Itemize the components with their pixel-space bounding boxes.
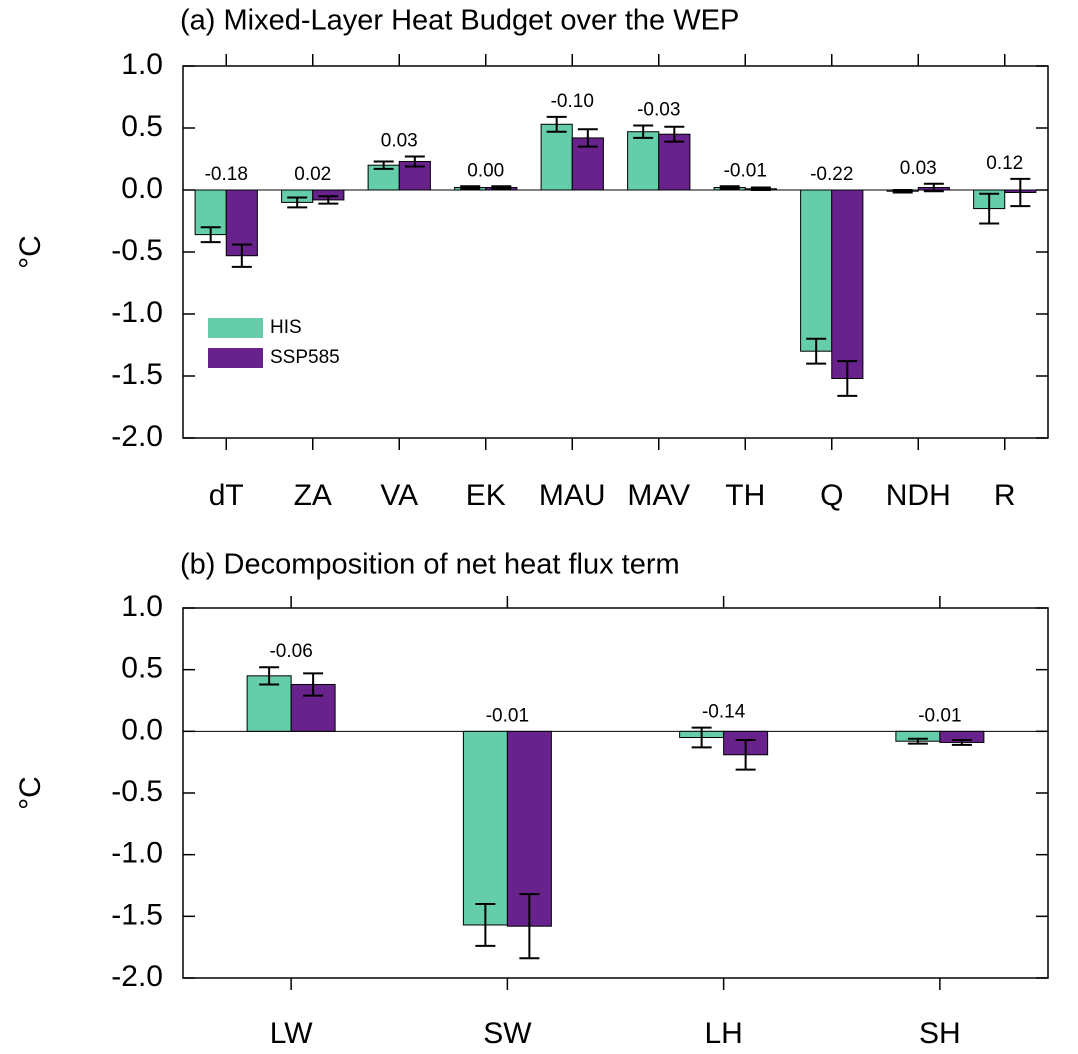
x-tick-label: ZA <box>294 479 332 512</box>
x-tick-label: LH <box>704 1017 742 1050</box>
y-axis-label: °C <box>14 235 47 269</box>
y-tick-label: -0.5 <box>111 234 163 267</box>
difference-label: -0.01 <box>724 160 767 181</box>
x-tick-label: SW <box>483 1017 532 1050</box>
difference-label: -0.22 <box>810 164 853 185</box>
plot-frame <box>182 65 1049 439</box>
difference-label: 0.03 <box>381 131 418 152</box>
x-tick-label: SH <box>919 1017 961 1050</box>
x-tick-label: R <box>994 479 1016 512</box>
x-tick-label: MAV <box>627 479 690 512</box>
error-bar <box>519 893 540 960</box>
error-bar <box>287 196 308 209</box>
bar <box>627 131 660 191</box>
y-axis-label: °C <box>14 776 47 810</box>
y-tick-label: -1.0 <box>111 296 163 329</box>
error-bar <box>373 160 394 170</box>
difference-label: -0.14 <box>702 702 746 723</box>
error-bar <box>404 155 425 168</box>
legend-swatch <box>208 348 263 368</box>
difference-label: 0.00 <box>467 160 504 181</box>
y-tick-label: 1.0 <box>121 48 163 81</box>
y-tick-label: 0.5 <box>121 110 163 143</box>
x-tick-label: EK <box>466 479 506 512</box>
error-bar <box>491 185 512 190</box>
x-tick-label: dT <box>209 479 244 512</box>
bar <box>540 123 573 191</box>
error-bar <box>633 124 654 139</box>
error-bar <box>923 182 944 193</box>
y-tick-label: -2.0 <box>111 960 163 993</box>
y-tick-label: -0.5 <box>111 775 163 808</box>
error-bar <box>735 738 756 771</box>
error-bar <box>318 195 339 205</box>
difference-label: 0.02 <box>294 164 331 185</box>
panel-title: (a) Mixed-Layer Heat Budget over the WEP <box>180 5 739 37</box>
difference-label: 0.12 <box>986 153 1023 174</box>
error-bar <box>664 125 685 143</box>
legend-swatch <box>208 318 263 338</box>
error-bar <box>200 226 221 244</box>
error-bar <box>1010 177 1031 208</box>
difference-label: -0.03 <box>637 100 680 121</box>
error-bar <box>259 666 280 686</box>
bar <box>800 189 833 352</box>
x-tick-label: Q <box>820 479 843 512</box>
x-tick-label: VA <box>380 479 418 512</box>
legend-label: SSP585 <box>270 347 340 368</box>
y-tick-label: 0.0 <box>121 172 163 205</box>
x-tick-label: MAU <box>539 479 606 512</box>
error-bar <box>892 189 913 194</box>
error-bar <box>303 672 324 697</box>
legend-label: HIS <box>270 317 302 338</box>
y-tick-label: -1.5 <box>111 358 163 391</box>
error-bar <box>691 726 712 749</box>
error-bar <box>907 737 928 745</box>
plot-frame <box>182 607 1049 979</box>
error-bar <box>460 185 481 190</box>
difference-label: -0.06 <box>269 641 312 662</box>
error-bar <box>475 903 496 947</box>
y-tick-label: 0.0 <box>121 713 163 746</box>
y-tick-label: 0.5 <box>121 652 163 685</box>
error-bar <box>577 128 598 148</box>
y-tick-label: -2.0 <box>111 420 163 453</box>
difference-label: -0.10 <box>551 91 594 112</box>
error-bar <box>719 185 740 190</box>
y-tick-label: -1.5 <box>111 898 163 931</box>
difference-label: -0.01 <box>918 705 961 726</box>
error-bar <box>979 192 1000 225</box>
difference-label: -0.18 <box>205 164 248 185</box>
x-tick-label: LW <box>270 1017 313 1050</box>
y-tick-label: -1.0 <box>111 837 163 870</box>
bar <box>462 730 508 926</box>
difference-label: -0.01 <box>486 705 529 726</box>
y-tick-label: 1.0 <box>121 590 163 623</box>
error-bar <box>750 186 771 191</box>
error-bar <box>231 243 252 268</box>
panel-title: (b) Decomposition of net heat flux term <box>180 549 680 581</box>
error-bar <box>546 115 567 133</box>
x-tick-label: TH <box>725 479 765 512</box>
error-bar <box>806 337 827 365</box>
error-bar <box>837 360 858 397</box>
x-tick-label: NDH <box>886 479 951 512</box>
bar <box>831 189 864 379</box>
difference-label: 0.03 <box>900 158 937 179</box>
error-bar <box>951 738 972 746</box>
